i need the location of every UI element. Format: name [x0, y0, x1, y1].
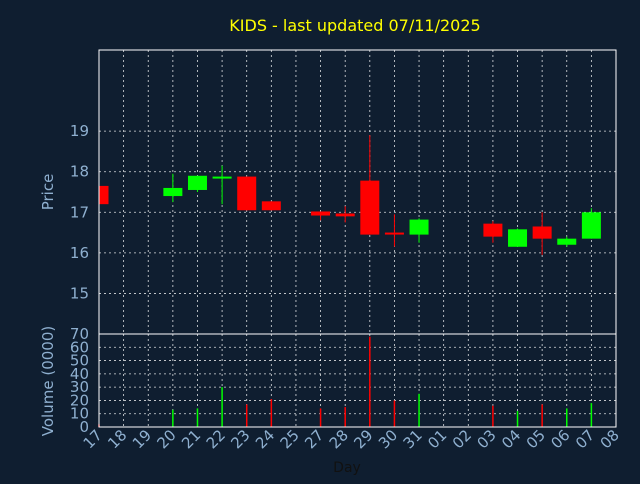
volume-bar: [196, 408, 199, 427]
volume-bar: [516, 411, 519, 427]
candle: [532, 212, 552, 255]
candle-body: [557, 238, 577, 245]
candle-body: [212, 176, 232, 179]
price-tick-label: 18: [70, 163, 89, 181]
candle-body: [261, 201, 281, 211]
volume-tick-label: 10: [70, 405, 89, 423]
price-tick-label: 16: [70, 244, 89, 262]
price-axis-label: Price: [39, 174, 57, 211]
candle: [581, 208, 601, 239]
candle: [508, 228, 528, 247]
candle-body: [237, 176, 257, 211]
candle-body: [409, 219, 429, 235]
volume-bar: [393, 400, 396, 427]
candle: [212, 165, 232, 205]
price-gridlines: [98, 50, 617, 334]
candle-body: [532, 226, 552, 239]
candle: [360, 135, 380, 235]
candle-body: [335, 213, 355, 217]
volume-bar: [541, 404, 543, 427]
volume-bar: [245, 404, 248, 427]
candle: [311, 211, 331, 221]
candle-body: [311, 211, 331, 216]
candle-body: [360, 180, 380, 235]
candle: [187, 175, 207, 192]
candle: [261, 201, 281, 211]
volume-bar: [566, 408, 568, 427]
price-tick-labels: 15 16 17 18 19: [70, 122, 89, 302]
volume-bar: [270, 399, 273, 427]
volume-bar: [418, 393, 420, 427]
volume-tick-label: 60: [70, 338, 89, 356]
x-axis-label: Day: [333, 460, 361, 476]
candle-body: [187, 175, 207, 190]
candle-body: [581, 212, 601, 239]
candle-body: [384, 232, 404, 235]
candle-body: [483, 223, 503, 237]
candle: [98, 185, 109, 205]
volume-tick-label: 30: [70, 378, 89, 396]
chart-title: KIDS - last updated 07/11/2025: [229, 16, 480, 35]
candle-body: [508, 229, 528, 247]
volume-bar: [344, 407, 346, 427]
volume-bar: [172, 409, 174, 427]
candle: [384, 214, 404, 247]
volume-bar: [590, 403, 593, 427]
price-tick-label: 15: [70, 284, 89, 302]
volume-tick-label: 0: [79, 418, 89, 436]
candle: [557, 236, 577, 247]
candle: [335, 206, 355, 223]
volume-axis-label: Volume (0000): [39, 326, 57, 436]
price-tick-label: 19: [70, 122, 89, 140]
volume-tick-label: 40: [70, 365, 89, 383]
price-tick-label: 17: [70, 203, 89, 221]
volume-tick-label: 20: [70, 391, 89, 409]
volume-bars: [98, 336, 593, 427]
volume-tick-label: 50: [70, 352, 89, 370]
candle-body: [163, 187, 183, 197]
volume-tick-label: 70: [70, 325, 89, 343]
volume-bar: [369, 336, 371, 427]
candle: [483, 221, 503, 243]
volume-bar: [492, 405, 494, 427]
volume-panel-frame: [98, 333, 617, 428]
volume-bar: [319, 408, 322, 427]
volume-bar: [221, 387, 223, 427]
candle: [237, 176, 257, 211]
candle: [163, 173, 183, 203]
candle-body: [99, 185, 109, 205]
candle: [409, 218, 429, 243]
